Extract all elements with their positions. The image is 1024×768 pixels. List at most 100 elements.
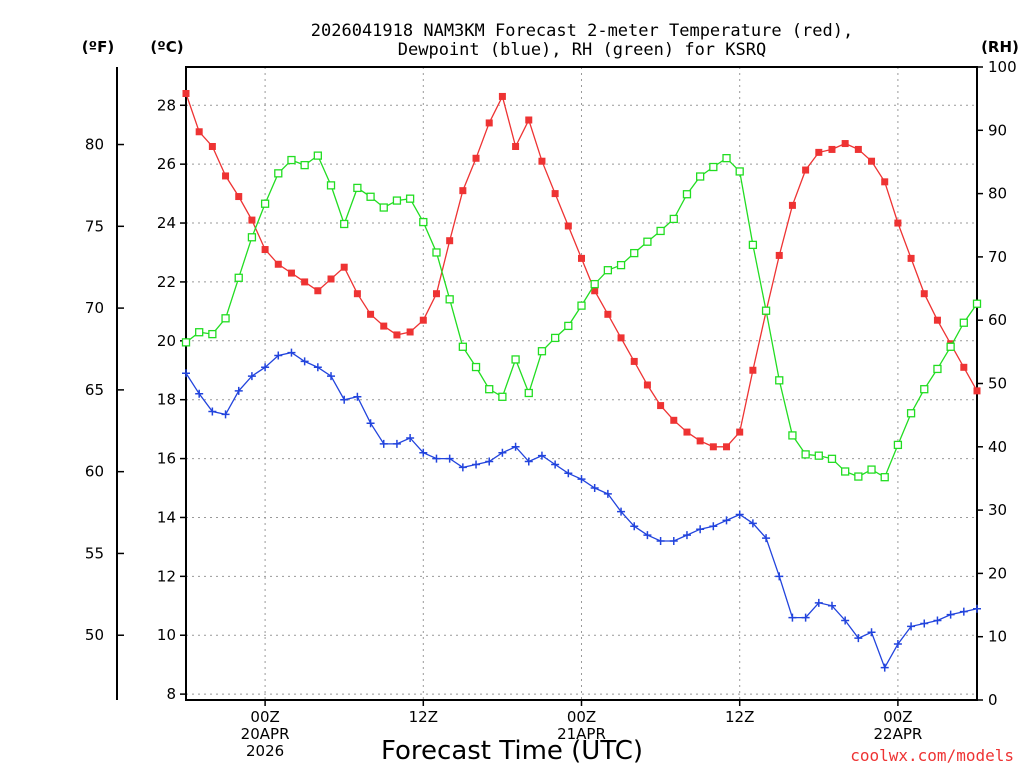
data-point bbox=[301, 278, 309, 286]
data-point bbox=[617, 507, 626, 516]
celsius-tick-label: 10 bbox=[157, 626, 176, 644]
data-point bbox=[643, 237, 652, 246]
data-point bbox=[709, 162, 718, 172]
data-point bbox=[709, 443, 717, 451]
data-point bbox=[946, 342, 955, 351]
data-point bbox=[670, 416, 678, 424]
data-point bbox=[287, 155, 296, 165]
data-point bbox=[195, 389, 204, 398]
data-point bbox=[234, 273, 243, 282]
data-point bbox=[405, 194, 415, 203]
data-point bbox=[248, 216, 256, 224]
x-tick-label: 00Z bbox=[567, 708, 596, 726]
data-point bbox=[458, 463, 467, 472]
data-point bbox=[445, 454, 454, 463]
data-point bbox=[353, 290, 361, 298]
celsius-tick-label: 22 bbox=[157, 273, 176, 291]
data-point bbox=[656, 226, 665, 236]
x-tick-label: 00Z bbox=[250, 708, 279, 726]
chart-title-line-1: 2026041918 NAM3KM Forecast 2-meter Tempe… bbox=[311, 21, 853, 41]
data-point bbox=[972, 299, 982, 308]
data-point bbox=[841, 616, 850, 625]
data-point bbox=[920, 619, 929, 628]
series-2-meter-temperature bbox=[182, 89, 981, 451]
data-point bbox=[234, 386, 243, 395]
data-point bbox=[788, 431, 797, 440]
data-point bbox=[682, 531, 691, 540]
data-point bbox=[815, 148, 823, 156]
data-point bbox=[854, 634, 863, 643]
data-point bbox=[643, 531, 652, 540]
data-point bbox=[287, 269, 295, 277]
data-point bbox=[247, 233, 257, 242]
fahrenheit-tick-label: 60 bbox=[85, 463, 104, 481]
data-point bbox=[524, 388, 533, 398]
data-point bbox=[748, 519, 757, 528]
data-point bbox=[841, 467, 850, 476]
data-point bbox=[907, 622, 916, 631]
rh-tick-label: 70 bbox=[988, 248, 1007, 266]
data-point bbox=[709, 522, 718, 531]
data-point bbox=[880, 663, 889, 672]
data-point bbox=[340, 263, 348, 271]
data-point bbox=[261, 246, 269, 254]
data-point bbox=[578, 254, 585, 262]
data-point bbox=[564, 469, 573, 478]
data-point bbox=[432, 290, 440, 298]
data-point bbox=[221, 314, 230, 323]
chart-title: 2026041918 NAM3KM Forecast 2-meter Tempe… bbox=[311, 21, 853, 60]
fahrenheit-tick-label: 50 bbox=[85, 626, 104, 644]
data-point bbox=[854, 472, 863, 481]
data-point bbox=[550, 333, 560, 343]
data-point bbox=[854, 145, 862, 153]
data-point bbox=[511, 442, 520, 451]
data-point bbox=[313, 151, 322, 160]
celsius-unit-label: (ºC) bbox=[150, 38, 183, 56]
data-point bbox=[419, 217, 428, 227]
rh-tick-label: 0 bbox=[988, 691, 998, 709]
data-point bbox=[326, 181, 336, 190]
x-axis-label: Forecast Time (UTC) bbox=[381, 736, 643, 766]
data-point bbox=[722, 516, 731, 525]
data-point bbox=[446, 237, 454, 245]
data-point bbox=[735, 510, 744, 519]
data-point bbox=[617, 334, 625, 342]
data-point bbox=[736, 428, 744, 436]
data-point bbox=[960, 363, 968, 371]
data-point bbox=[827, 601, 836, 610]
data-point bbox=[419, 448, 428, 457]
data-point bbox=[406, 328, 414, 336]
data-point bbox=[881, 178, 889, 186]
data-point bbox=[537, 451, 546, 460]
rh-tick-label: 30 bbox=[988, 501, 1007, 519]
data-point bbox=[419, 316, 427, 324]
data-point bbox=[682, 190, 692, 199]
data-point bbox=[868, 157, 876, 165]
data-point bbox=[762, 534, 771, 543]
data-point bbox=[603, 266, 613, 275]
data-point bbox=[814, 451, 823, 460]
data-point bbox=[551, 460, 560, 469]
data-point bbox=[498, 448, 507, 457]
data-point bbox=[393, 331, 401, 339]
rh-tick-label: 40 bbox=[988, 438, 1007, 456]
data-point bbox=[498, 392, 507, 401]
data-point bbox=[512, 142, 520, 150]
celsius-tick-label: 24 bbox=[157, 214, 176, 232]
data-point bbox=[906, 409, 916, 418]
rh-tick-label: 20 bbox=[988, 564, 1007, 582]
data-point bbox=[696, 437, 704, 445]
data-point bbox=[235, 193, 243, 201]
data-point bbox=[274, 260, 282, 268]
data-point bbox=[221, 410, 230, 419]
series-dewpoint bbox=[182, 348, 981, 672]
data-point bbox=[775, 572, 784, 581]
data-point bbox=[775, 251, 783, 259]
fahrenheit-unit-label: (ºF) bbox=[82, 38, 114, 56]
data-point bbox=[933, 364, 942, 374]
x-tick-label: 12Z bbox=[725, 708, 754, 726]
data-point bbox=[723, 443, 731, 451]
data-point bbox=[577, 301, 586, 310]
data-point bbox=[392, 196, 402, 205]
